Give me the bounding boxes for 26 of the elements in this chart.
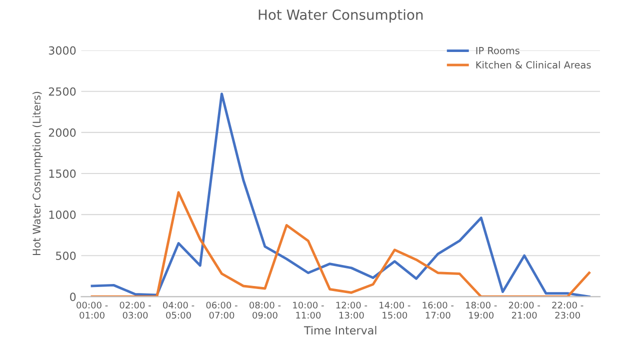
x-tick-label: 08:00 - 09:00 xyxy=(250,302,281,319)
y-tick-label: 0 xyxy=(70,292,76,302)
y-axis-title: Hot Water Cosnumption (Liters) xyxy=(32,92,43,255)
x-tick-label: 02:00 - 03:00 xyxy=(120,302,151,319)
y-tick-label: 2000 xyxy=(48,128,76,137)
x-tick-label: 06:00 - 07:00 xyxy=(206,302,238,319)
line-series xyxy=(90,92,590,297)
x-tick-label: 16:00 - 17:00 xyxy=(422,302,454,319)
x-axis-title: Time Interval xyxy=(304,326,376,335)
x-tick-label: 00:00 - 01:00 xyxy=(76,302,108,319)
y-tick-label: 500 xyxy=(56,252,76,260)
y-tick-label: 1500 xyxy=(49,169,76,178)
y-tick-label: 1000 xyxy=(49,210,76,219)
x-tick-label: 18:00 - 19:00 xyxy=(466,302,497,319)
legend-label: IP Rooms xyxy=(476,47,520,54)
y-tick-label: 3000 xyxy=(48,46,76,55)
x-tick-label: 12:00 - 13:00 xyxy=(336,302,368,319)
legend-label: Kitchen & Clinical Areas xyxy=(476,61,591,69)
x-tick-label: 14:00 - 15:00 xyxy=(380,302,410,319)
line-series xyxy=(90,191,590,297)
y-tick-label: 2500 xyxy=(48,87,76,96)
x-tick-label: 20:00 - 21:00 xyxy=(508,302,540,319)
chart-title: Hot Water Consumption xyxy=(258,9,423,23)
x-tick-label: 04:00 - 05:00 xyxy=(163,302,194,319)
x-tick-label: 10:00 - 11:00 xyxy=(293,302,324,319)
x-tick-label: 22:00 - 23:00 xyxy=(552,302,584,319)
